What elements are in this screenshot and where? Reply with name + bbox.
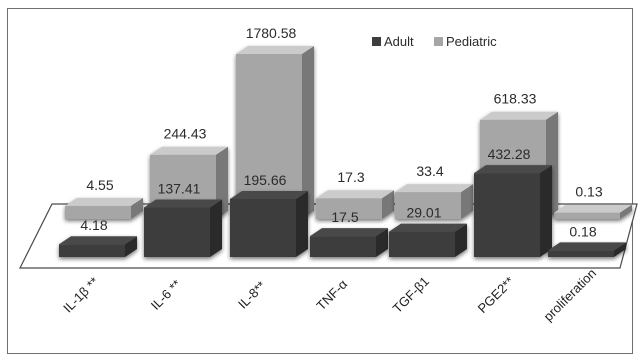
adult-bar-tnf-front	[310, 236, 376, 257]
adult-bar-pge2-top	[474, 165, 552, 174]
category-label-il-6: IL-6 **	[148, 277, 184, 313]
legend-label-pediatric: Pediatric	[446, 34, 497, 49]
data-labels: 4.55 244.43 1780.58 17.3 33.4 618.33 0.13 4.18 1…	[80, 25, 602, 239]
pediatric-value-label-il-8: 1780.58	[246, 25, 297, 41]
pediatric-bar-il-6-top	[150, 146, 228, 155]
pediatric-bar-il-8-top	[236, 46, 314, 54]
adult-bar-tgf-1-side	[455, 223, 467, 257]
adult-value-label-il-8: 195.66	[244, 172, 287, 188]
pediatric-bar-tnf-front	[316, 198, 382, 219]
adult-bar-tgf-1-top	[389, 223, 467, 232]
adult-bar-il-1	[59, 236, 137, 257]
adult-bar-il-8	[230, 190, 308, 257]
category-label-tnf: TNF-α	[313, 276, 350, 313]
legend-label-adult: Adult	[384, 34, 414, 49]
adult-bar-il-6-front	[144, 207, 210, 257]
adult-value-label-il-6: 137.41	[158, 181, 201, 197]
pediatric-bar-proliferation-top	[554, 204, 632, 213]
pediatric-value-label-il-1: 4.55	[86, 177, 113, 193]
adult-bar-il-1-side	[125, 236, 137, 257]
legend-swatch-adult	[372, 37, 381, 46]
category-label-il-1: IL-1β **	[60, 274, 101, 315]
pediatric-value-label-pge2: 618.33	[494, 91, 537, 107]
pediatric-value-label-proliferation: 0.13	[575, 184, 602, 200]
adult-bar-tgf-1-front	[389, 231, 455, 257]
adult-bar-proliferation	[548, 242, 626, 257]
adult-bar-tnf-top	[310, 228, 388, 237]
category-labels: IL-1β ** IL-6 ** IL-8** TNF-α TGF-β1 PGE2** pr…	[60, 265, 599, 324]
adult-bar-proliferation-front	[548, 250, 614, 257]
pediatric-bar-il-1-top	[65, 197, 143, 206]
pediatric-bar-il-1-front	[65, 205, 131, 219]
adult-bar-pge2	[474, 165, 552, 257]
adult-bar-il-6-side	[210, 199, 222, 257]
adult-value-label-pge2: 432.28	[488, 146, 531, 162]
pediatric-bar-il-8-side	[302, 46, 314, 219]
category-label-pge2: PGE2**	[475, 274, 517, 316]
pediatric-bar-proliferation	[554, 204, 632, 219]
legend-swatch-pediatric	[434, 37, 443, 46]
adult-bar-il-6	[144, 199, 222, 257]
adult-bar-tnf-side	[376, 228, 388, 257]
pediatric-bar-proliferation-side	[620, 204, 632, 219]
pediatric-bar-tnf	[316, 190, 394, 219]
adult-bar-proliferation-top	[548, 242, 626, 251]
adult-value-label-tnf: 17.5	[331, 209, 358, 225]
pediatric-bar-tgf-1	[395, 184, 473, 219]
adult-value-label-proliferation: 0.18	[569, 223, 596, 239]
adult-bar-il-6-top	[144, 199, 222, 208]
pediatric-value-label-il-6: 244.43	[164, 126, 207, 142]
adult-bar-il-1-front	[59, 244, 125, 257]
pediatric-bar-il-1-side	[131, 197, 143, 219]
pediatric-bar-tgf-1-top	[395, 184, 473, 193]
pediatric-value-label-tnf: 17.3	[337, 169, 364, 185]
pediatric-bar-tnf-side	[382, 190, 394, 219]
adult-value-label-il-1: 4.18	[80, 217, 107, 233]
pediatric-bar-tgf-1-side	[461, 184, 473, 219]
pediatric-bar-pge2-top	[480, 111, 558, 120]
category-label-proliferation: proliferation	[540, 265, 599, 324]
adult-bars	[59, 165, 626, 257]
pediatric-bar-tnf-top	[316, 190, 394, 199]
adult-bar-il-8-front	[230, 198, 296, 257]
adult-bar-il-8-top	[230, 190, 308, 199]
legend: Adult Pediatric	[372, 34, 497, 49]
adult-bar-tgf-1	[389, 223, 467, 257]
pediatric-value-label-tgf-1: 33.4	[416, 163, 443, 179]
adult-bar-tnf	[310, 228, 388, 257]
adult-bar-il-1-top	[59, 236, 137, 245]
adult-bar-pge2-front	[474, 173, 540, 257]
adult-bar-il-8-side	[296, 190, 308, 257]
pediatric-bar-tgf-1-front	[395, 192, 461, 219]
adult-value-label-tgf-1: 29.01	[406, 205, 441, 221]
pediatric-bar-proliferation-front	[554, 212, 620, 219]
adult-bar-pge2-side	[540, 165, 552, 257]
adult-bar-proliferation-side	[614, 242, 626, 257]
pediatric-bar-il-1	[65, 197, 143, 219]
category-label-il-8: IL-8**	[235, 278, 269, 312]
category-label-tgf-1: TGF-β1	[390, 274, 432, 316]
